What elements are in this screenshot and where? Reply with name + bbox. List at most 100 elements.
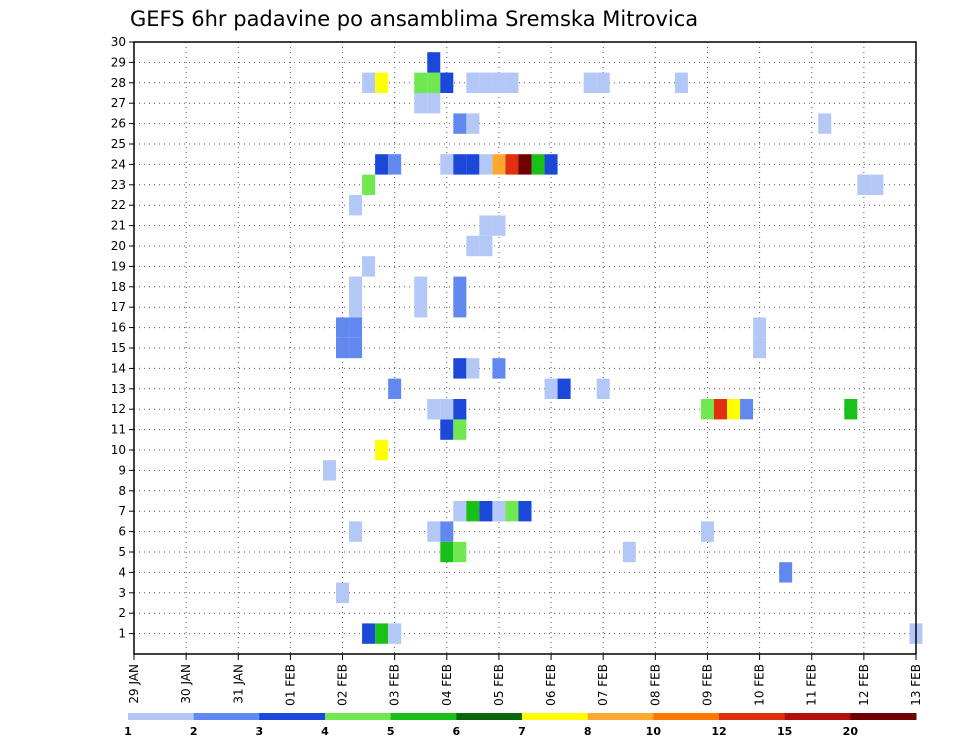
colorbar-label: 6	[453, 725, 461, 738]
x-tick-label: 10 FEB	[753, 664, 767, 706]
precip-cell	[440, 419, 454, 440]
precip-cell	[818, 113, 832, 134]
colorbar-swatch	[193, 713, 260, 720]
precip-cell	[518, 501, 532, 522]
precip-cell	[492, 72, 506, 93]
precip-cell	[349, 317, 363, 338]
colorbar-label: 8	[584, 725, 592, 738]
x-tick-label: 12 FEB	[857, 664, 871, 706]
precip-cell	[453, 154, 467, 175]
colorbar-swatch	[522, 713, 589, 720]
colorbar-label: 7	[518, 725, 526, 738]
precip-cell	[544, 154, 558, 175]
colorbar-swatch	[719, 713, 786, 720]
precip-cell	[492, 154, 506, 175]
x-tick-label: 31 JAN	[231, 664, 245, 704]
precip-cell	[453, 358, 467, 379]
colorbar-label: 20	[843, 725, 859, 738]
precip-cell	[492, 358, 506, 379]
x-tick-label: 03 FEB	[388, 664, 402, 706]
precip-cell	[753, 337, 767, 359]
precip-cell	[713, 399, 728, 420]
precip-cell	[557, 378, 571, 399]
colorbar: 1 2 3 4 5 6 7 8 10 12 15 20	[124, 713, 917, 738]
precip-cell	[375, 623, 389, 644]
precip-cell	[674, 72, 688, 93]
precip-cell	[466, 235, 480, 257]
precip-cell	[479, 235, 493, 257]
precip-cell	[700, 399, 714, 420]
precip-cell	[479, 501, 493, 522]
precip-cell	[375, 439, 389, 461]
precip-cell	[857, 174, 871, 195]
y-axis-ticks: 1234567891011121314151617181920212223242…	[111, 35, 134, 641]
precip-cell	[375, 72, 389, 93]
colorbar-swatch	[850, 713, 917, 720]
precip-cell	[583, 72, 597, 93]
y-tick-label: 10	[111, 443, 126, 457]
colorbar-swatch	[259, 713, 326, 720]
precip-cell	[596, 72, 610, 93]
y-tick-label: 19	[111, 259, 126, 273]
precip-cell	[518, 154, 532, 175]
y-tick-label: 24	[111, 157, 126, 171]
precip-cell	[336, 337, 350, 359]
precip-cell	[596, 378, 610, 399]
colorbar-label: 15	[777, 725, 792, 738]
precip-cell	[362, 623, 376, 644]
precip-cell	[440, 154, 454, 175]
y-tick-label: 25	[111, 137, 126, 151]
precip-cell	[336, 317, 350, 338]
y-tick-label: 5	[118, 545, 126, 559]
y-tick-label: 8	[118, 484, 126, 498]
precip-cell	[349, 521, 363, 542]
precip-cell	[466, 72, 480, 93]
precip-cell	[479, 215, 493, 236]
y-tick-label: 2	[118, 606, 126, 620]
y-tick-label: 4	[118, 565, 126, 579]
precip-cell	[479, 72, 493, 93]
precip-cell	[453, 276, 467, 297]
y-tick-label: 3	[118, 586, 126, 600]
x-tick-label: 13 FEB	[909, 664, 923, 706]
grid-lines	[134, 42, 916, 654]
precip-cell	[870, 174, 884, 195]
colorbar-label: 2	[190, 725, 198, 738]
colorbar-label: 4	[321, 725, 329, 738]
colorbar-label: 12	[711, 725, 726, 738]
precip-cell	[427, 72, 441, 93]
precip-cell	[740, 399, 754, 420]
x-tick-label: 04 FEB	[440, 664, 454, 706]
y-tick-label: 22	[111, 198, 126, 212]
precip-cell	[466, 113, 480, 134]
precip-cell	[388, 154, 402, 175]
precip-cell	[349, 337, 363, 359]
y-tick-label: 12	[111, 402, 126, 416]
precip-cell	[622, 541, 636, 563]
colorbar-swatch	[456, 713, 523, 720]
x-tick-label: 29 JAN	[127, 664, 141, 704]
precip-cell	[362, 256, 376, 277]
precip-cell	[349, 297, 363, 318]
precip-cell	[375, 154, 389, 175]
y-tick-label: 9	[118, 463, 126, 477]
y-tick-label: 21	[111, 219, 126, 233]
precip-cell	[440, 72, 454, 93]
y-tick-label: 15	[111, 341, 126, 355]
precip-cell	[427, 521, 441, 542]
x-axis-ticks: 29 JAN 30 JAN 31 JAN 01 FEB 02 FEB 03 FEB 04 F…	[127, 654, 923, 706]
y-tick-label: 7	[118, 504, 126, 518]
precip-cell	[453, 297, 467, 318]
y-tick-label: 29	[111, 55, 126, 69]
precip-cell	[388, 378, 402, 399]
precip-cell	[427, 52, 441, 73]
precip-cell	[388, 623, 402, 644]
x-tick-label: 08 FEB	[648, 664, 662, 706]
precip-cell	[440, 541, 454, 563]
x-tick-label: 05 FEB	[492, 664, 506, 706]
y-tick-label: 6	[118, 525, 126, 539]
colorbar-swatch	[390, 713, 457, 720]
x-tick-label: 11 FEB	[805, 664, 819, 706]
precip-cell	[753, 317, 767, 338]
